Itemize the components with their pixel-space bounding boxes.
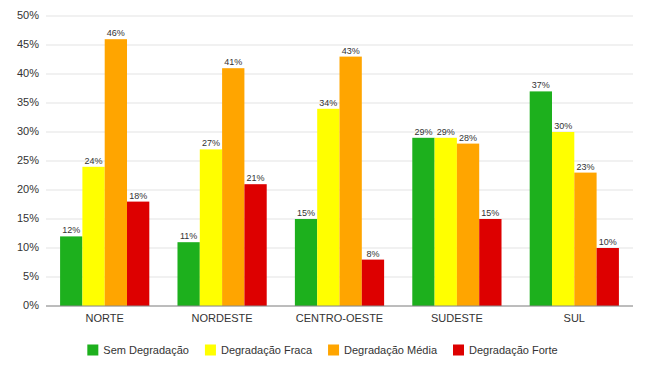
bar xyxy=(127,202,149,306)
y-tick-label: 20% xyxy=(17,183,39,195)
y-tick-label: 35% xyxy=(17,96,39,108)
data-label: 10% xyxy=(599,237,617,247)
bar xyxy=(177,242,199,306)
bar xyxy=(200,149,222,306)
x-tick-label: NORTE xyxy=(86,312,124,324)
data-label: 24% xyxy=(85,156,103,166)
data-label: 29% xyxy=(437,127,455,137)
bar xyxy=(317,109,339,306)
y-tick-label: 30% xyxy=(17,125,39,137)
legend-item: Sem Degradação xyxy=(87,344,189,356)
data-label: 30% xyxy=(554,121,572,131)
data-label: 34% xyxy=(319,98,337,108)
y-axis: 0% 5% 10% 15% 20% 25% 30% 35% 40% 45% 50% xyxy=(17,9,39,311)
bars xyxy=(60,39,619,306)
data-label: 37% xyxy=(532,80,550,90)
bar xyxy=(412,138,434,306)
x-axis: NORTE NORDESTE CENTRO-OESTE SUDESTE SUL xyxy=(46,306,633,324)
bar xyxy=(435,138,457,306)
bar xyxy=(105,39,127,306)
data-label: 21% xyxy=(247,173,265,183)
legend: Sem Degradação Degradação Fraca Degradação… xyxy=(87,344,557,356)
bar xyxy=(244,184,266,306)
data-label: 15% xyxy=(481,208,499,218)
data-label: 43% xyxy=(342,46,360,56)
data-label: 28% xyxy=(459,133,477,143)
y-tick-label: 0% xyxy=(23,299,39,311)
data-label: 29% xyxy=(414,127,432,137)
y-tick-label: 25% xyxy=(17,154,39,166)
data-label: 12% xyxy=(62,225,80,235)
bar xyxy=(574,173,596,306)
data-label: 46% xyxy=(107,28,125,38)
x-axis-line xyxy=(46,306,633,307)
y-tick-label: 45% xyxy=(17,38,39,50)
data-labels: 12% 11% 15% 29% 37% 24% 27% 34% 29% 30% 46% 41% 43% 2… xyxy=(62,28,617,258)
grid-line xyxy=(46,16,633,17)
legend-label: Degradação Média xyxy=(344,344,438,356)
bar xyxy=(479,219,501,306)
data-label: 27% xyxy=(202,138,220,148)
data-label: 8% xyxy=(366,249,379,259)
legend-label: Degradação Fraca xyxy=(221,344,313,356)
bar xyxy=(552,132,574,306)
legend-label: Degradação Forte xyxy=(469,344,558,356)
grid xyxy=(46,16,633,306)
bar xyxy=(362,260,384,306)
legend-swatch xyxy=(453,345,464,356)
legend-item: Degradação Fraca xyxy=(205,344,313,356)
data-label: 15% xyxy=(297,208,315,218)
data-label: 41% xyxy=(224,57,242,67)
y-tick-label: 15% xyxy=(17,212,39,224)
grid-line xyxy=(46,306,633,307)
bar xyxy=(82,167,104,306)
legend-swatch xyxy=(205,345,216,356)
y-tick-label: 50% xyxy=(17,9,39,21)
x-tick-label: NORDESTE xyxy=(192,312,253,324)
y-tick-label: 5% xyxy=(23,270,39,282)
data-label: 23% xyxy=(576,162,594,172)
grid-line xyxy=(46,45,633,46)
chart: 0% 5% 10% 15% 20% 25% 30% 35% 40% 45% 50% 12% 11% 15%… xyxy=(0,0,645,372)
legend-label: Sem Degradação xyxy=(103,344,189,356)
data-label: 18% xyxy=(129,191,147,201)
bar xyxy=(340,57,362,306)
legend-swatch xyxy=(328,345,339,356)
x-tick-label: SUL xyxy=(564,312,585,324)
data-label: 11% xyxy=(180,231,197,241)
legend-swatch xyxy=(87,345,98,356)
bar xyxy=(60,236,82,306)
bar xyxy=(222,68,244,306)
bar xyxy=(295,219,317,306)
y-tick-label: 10% xyxy=(17,241,39,253)
x-tick-label: CENTRO-OESTE xyxy=(296,312,383,324)
legend-item: Degradação Forte xyxy=(453,344,558,356)
y-tick-label: 40% xyxy=(17,67,39,79)
x-tick-label: SUDESTE xyxy=(431,312,483,324)
bar xyxy=(457,144,479,306)
bar xyxy=(530,91,552,306)
bar xyxy=(597,248,619,306)
legend-item: Degradação Média xyxy=(328,344,438,356)
